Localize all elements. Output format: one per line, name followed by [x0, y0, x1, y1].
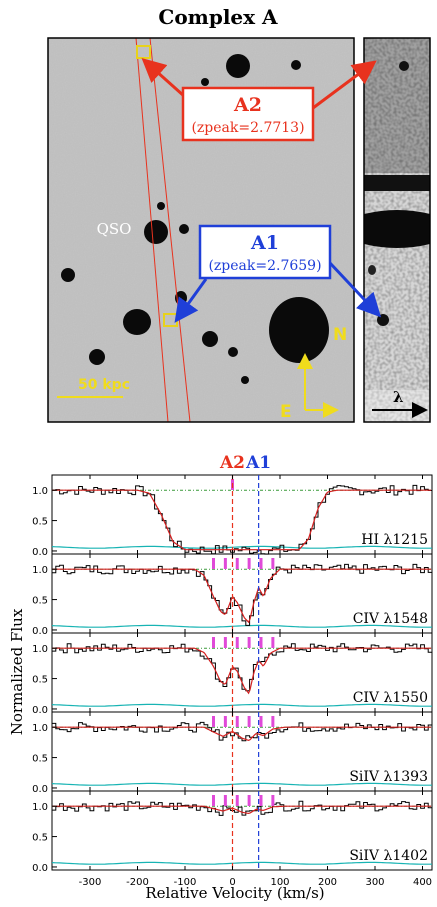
model-fit — [52, 489, 432, 551]
flux-histogram — [52, 484, 432, 555]
ion-label: SiIV λ1402 — [349, 848, 428, 864]
ion-label: HI λ1215 — [361, 532, 428, 548]
compass-n: N — [333, 325, 347, 345]
x-tick-label: -200 — [126, 877, 149, 888]
spectrum-panel: 0.0 0.5 1.0 CIV λ1550 — [32, 632, 433, 716]
panel-frame — [51, 790, 433, 871]
a2-slit-arrow — [312, 60, 377, 110]
header-a1: A1 — [245, 453, 271, 473]
model-fit — [52, 647, 432, 695]
model-fit — [52, 568, 432, 624]
compass-e: E — [280, 402, 292, 422]
y-tick-label: 0.5 — [32, 517, 48, 528]
spectrum-panel: 0.0 0.5 1.0 SiIV λ1402 — [32, 790, 433, 874]
y-tick-label: 1.0 — [32, 486, 48, 497]
y-tick-label: 0.0 — [32, 547, 48, 558]
error-spectrum — [51, 861, 432, 865]
error-spectrum — [51, 703, 432, 707]
image-sources — [61, 54, 329, 384]
spectrum-panel: 0.0 0.5 1.0 SiIV λ1393 — [32, 711, 433, 795]
ion-label: CIV λ1550 — [353, 690, 428, 706]
y-tick-label: 0.0 — [32, 863, 48, 874]
figure-title: Complex A — [158, 5, 278, 29]
y-tick-label: 0.5 — [32, 754, 48, 765]
y-tick-label: 0.0 — [32, 784, 48, 795]
y-tick-label: 0.5 — [32, 596, 48, 607]
a1-slit-arrow — [328, 261, 382, 318]
x-tick-label: -100 — [174, 877, 197, 888]
slit-edge-left — [135, 38, 169, 422]
a1-redshift: (zpeak=2.7659) — [208, 258, 321, 274]
slit-spectrum-image: λ — [364, 38, 430, 422]
a2-name: A2 — [233, 94, 262, 116]
a1-label-box: A1 (zpeak=2.7659) — [198, 224, 332, 280]
x-tick-label: 100 — [270, 877, 289, 888]
x-tick-label: -300 — [79, 877, 102, 888]
slit-edge-right — [149, 38, 191, 422]
model-fit — [52, 726, 432, 742]
y-axis-label: Normalized Flux — [8, 608, 26, 735]
ion-label: SiIV λ1393 — [349, 769, 428, 785]
y-tick-label: 1.0 — [32, 644, 48, 655]
model-fit — [52, 805, 432, 815]
error-spectrum — [51, 624, 432, 628]
scale-bar-label: 50 kpc — [78, 377, 130, 393]
x-tick-label: 0 — [229, 877, 235, 888]
x-tick-label: 300 — [365, 877, 384, 888]
a2-redshift: (zpeak=2.7713) — [191, 120, 304, 136]
spectrum-panel: 0.0 0.5 1.0 CIV λ1548 — [32, 553, 433, 637]
y-tick-label: 0.0 — [32, 705, 48, 716]
error-spectrum — [51, 782, 432, 786]
y-tick-label: 0.0 — [32, 626, 48, 637]
ion-label: CIV λ1548 — [353, 611, 428, 627]
y-tick-label: 1.0 — [32, 723, 48, 734]
qso-label: QSO — [97, 220, 132, 238]
y-tick-label: 0.5 — [32, 675, 48, 686]
x-axis-label: Relative Velocity (km/s) — [145, 884, 324, 902]
a1-image-arrow — [174, 278, 208, 323]
header-a2: A2 — [219, 453, 245, 473]
a2-label-box: A2 (zpeak=2.7713) — [181, 86, 315, 142]
a1-name: A1 — [250, 232, 279, 254]
y-tick-label: 0.5 — [32, 833, 48, 844]
flux-histogram — [52, 800, 432, 816]
x-tick-label: 200 — [318, 877, 337, 888]
x-tick-label: 400 — [413, 877, 432, 888]
y-tick-label: 1.0 — [32, 565, 48, 576]
y-tick-label: 1.0 — [32, 802, 48, 813]
a2-image-arrow — [141, 57, 186, 98]
spectrum-panel: 0.0 0.5 1.0 HI λ1215 — [32, 474, 433, 558]
lambda-label: λ — [393, 388, 404, 406]
